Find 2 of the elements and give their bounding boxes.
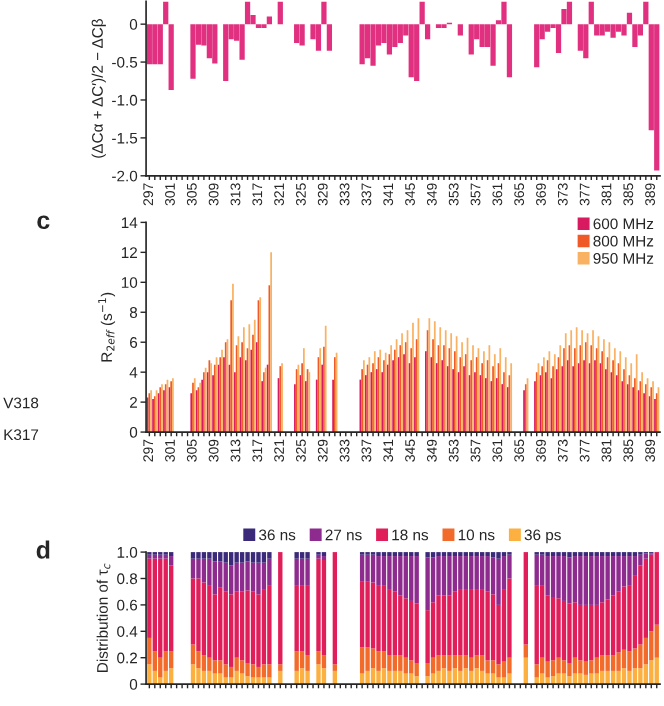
chart-title: c xyxy=(37,215,50,230)
chart-title: d xyxy=(36,540,50,559)
